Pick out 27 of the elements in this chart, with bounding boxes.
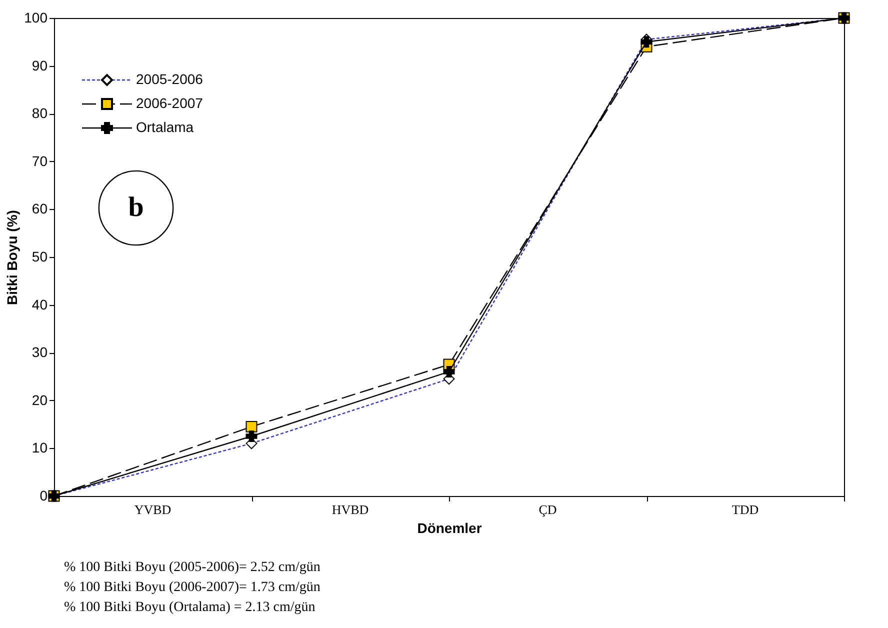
legend-label: 2005-2006: [136, 71, 204, 87]
text: ÇD: [538, 502, 557, 517]
y-axis-title: Bitki Boyu (%): [4, 210, 20, 305]
y-tick-label: 100: [24, 10, 48, 26]
y-tick-label: 20: [32, 392, 48, 408]
legend-label: 2006-2007: [136, 95, 204, 111]
annotation: b: [128, 192, 144, 223]
legend-label: Ortalama: [136, 119, 194, 135]
text: TDD: [732, 502, 759, 517]
text: % 100 Bitki Boyu (2005-2006)= 2.52 cm/gün: [64, 560, 320, 575]
y-tick-label: 10: [32, 440, 48, 456]
x-axis-title: Dönemler: [417, 520, 482, 536]
point: [640, 36, 652, 48]
y-tick-label: 80: [32, 105, 48, 122]
y-tick-label: 0: [40, 488, 48, 504]
text: HVBD: [332, 502, 369, 517]
y-tick-label: 90: [32, 57, 48, 74]
y-tick-label: 30: [32, 344, 48, 360]
text: YVBD: [134, 502, 172, 517]
point: [443, 366, 455, 378]
y-tick-label: 60: [32, 200, 48, 217]
text: % 100 Bitki Boyu (2006-2007)= 1.73 cm/gün: [64, 580, 320, 595]
y-tick-label: 40: [32, 296, 48, 312]
text: % 100 Bitki Boyu (Ortalama) = 2.13 cm/gün: [64, 600, 316, 615]
point: [246, 430, 258, 442]
y-tick-label: 70: [32, 152, 48, 169]
y-tick-label: 50: [32, 248, 48, 264]
